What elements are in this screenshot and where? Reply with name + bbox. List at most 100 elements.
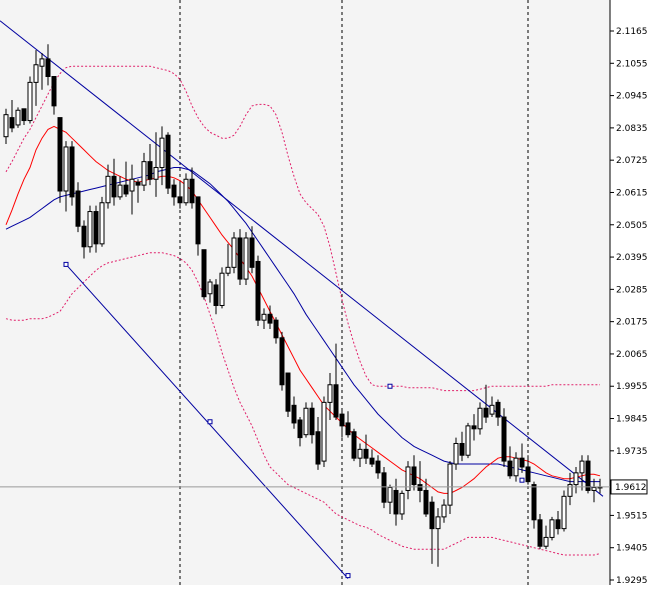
candle-54 bbox=[327, 373, 333, 420]
candle-63 bbox=[381, 466, 387, 509]
candle-71 bbox=[429, 496, 435, 564]
candle-66 bbox=[399, 490, 405, 520]
bull-candle-body bbox=[303, 407, 309, 436]
candle-36 bbox=[219, 267, 225, 309]
candle-34 bbox=[207, 279, 213, 303]
candle-16 bbox=[99, 196, 105, 247]
bear-candle-body bbox=[201, 249, 207, 298]
bear-candle-body bbox=[171, 184, 177, 198]
bull-candle-body bbox=[159, 137, 165, 169]
bull-candle-body bbox=[465, 425, 471, 456]
candle-35 bbox=[213, 279, 219, 315]
candle-97 bbox=[585, 455, 591, 494]
bull-candle-body bbox=[141, 161, 147, 186]
candle-22 bbox=[135, 179, 141, 203]
candle-31 bbox=[189, 167, 195, 209]
envelope-upper-line bbox=[5, 65, 600, 392]
candle-13 bbox=[81, 220, 87, 259]
bear-candle-body bbox=[309, 407, 315, 436]
candle-77 bbox=[465, 422, 471, 459]
bear-candle-body bbox=[525, 466, 531, 483]
candle-44 bbox=[267, 305, 273, 329]
candle-87 bbox=[525, 455, 531, 485]
candle-48 bbox=[291, 396, 297, 429]
price-tick-label-8: 2.0285 bbox=[616, 285, 648, 295]
candle-33 bbox=[201, 249, 207, 300]
bear-candle-body bbox=[123, 184, 129, 195]
price-tick-label-13: 1.9735 bbox=[616, 447, 648, 457]
bear-candle-body bbox=[363, 448, 369, 459]
candle-60 bbox=[363, 434, 369, 465]
candle-85 bbox=[513, 452, 519, 482]
candle-25 bbox=[153, 132, 159, 197]
bull-candle-body bbox=[441, 504, 447, 518]
channel-anchor-1 bbox=[207, 419, 213, 425]
bear-candle-body bbox=[345, 422, 351, 436]
candle-15 bbox=[93, 205, 99, 253]
candle-88 bbox=[531, 481, 537, 529]
bull-candle-body bbox=[63, 146, 69, 192]
bear-candle-body bbox=[111, 175, 117, 198]
bear-candle-body bbox=[417, 484, 423, 491]
bear-candle-body bbox=[249, 237, 255, 268]
bear-candle-body bbox=[351, 431, 357, 459]
bear-candle-body bbox=[501, 416, 507, 462]
candle-19 bbox=[117, 176, 123, 200]
candle-82 bbox=[495, 399, 501, 426]
bull-candle-body bbox=[573, 472, 579, 486]
candle-53 bbox=[321, 396, 327, 467]
bull-candle-body bbox=[591, 487, 597, 491]
price-tick-label-1: 2.1055 bbox=[616, 59, 648, 69]
price-tick-label-3: 2.0835 bbox=[616, 124, 648, 134]
candle-17 bbox=[105, 164, 111, 209]
candle-95 bbox=[573, 466, 579, 494]
price-tick-label-17: 1.9295 bbox=[616, 576, 648, 585]
bull-candle-body bbox=[549, 519, 555, 538]
bear-candle-body bbox=[189, 178, 195, 204]
candle-24 bbox=[147, 144, 153, 186]
candle-83 bbox=[501, 408, 507, 467]
price-tick-label-11: 1.9955 bbox=[616, 382, 648, 392]
bull-candle-body bbox=[357, 448, 363, 459]
bear-candle-body bbox=[213, 284, 219, 306]
candle-76 bbox=[459, 431, 465, 462]
bear-candle-body bbox=[75, 190, 81, 227]
channel-anchor-2 bbox=[345, 573, 351, 579]
ma-slow-line bbox=[5, 167, 600, 483]
bull-candle-body bbox=[321, 401, 327, 462]
bear-candle-body bbox=[255, 260, 261, 321]
candle-73 bbox=[441, 499, 447, 523]
bull-candle-body bbox=[117, 184, 123, 198]
candle-80 bbox=[483, 384, 489, 423]
candle-9 bbox=[57, 117, 63, 203]
bull-candle-body bbox=[33, 64, 39, 83]
candle-91 bbox=[549, 516, 555, 541]
bear-candle-body bbox=[177, 196, 183, 204]
bear-candle-body bbox=[369, 457, 375, 465]
candle-7 bbox=[45, 44, 51, 86]
candle-39 bbox=[237, 229, 243, 285]
bear-candle-body bbox=[273, 319, 279, 339]
candle-30 bbox=[183, 173, 189, 206]
candle-74 bbox=[447, 461, 453, 514]
candle-57 bbox=[345, 411, 351, 438]
current-price-tag: 1.9612 bbox=[610, 479, 648, 495]
candle-42 bbox=[255, 255, 261, 327]
bull-candle-body bbox=[39, 58, 45, 67]
candle-58 bbox=[351, 428, 357, 462]
bear-candle-body bbox=[9, 117, 15, 129]
price-tick-label-15: 1.9515 bbox=[616, 511, 648, 521]
candle-86 bbox=[519, 443, 525, 473]
bull-candle-body bbox=[99, 202, 105, 245]
candle-43 bbox=[261, 308, 267, 329]
candle-59 bbox=[357, 443, 363, 467]
bull-candle-body bbox=[477, 407, 483, 430]
candle-78 bbox=[471, 414, 477, 441]
candle-96 bbox=[579, 455, 585, 491]
candlesticks bbox=[3, 44, 603, 567]
channel-anchor-0 bbox=[63, 261, 69, 267]
bear-candle-body bbox=[51, 76, 57, 107]
candle-94 bbox=[567, 472, 573, 506]
price-tick-label-5: 2.0615 bbox=[616, 188, 648, 198]
